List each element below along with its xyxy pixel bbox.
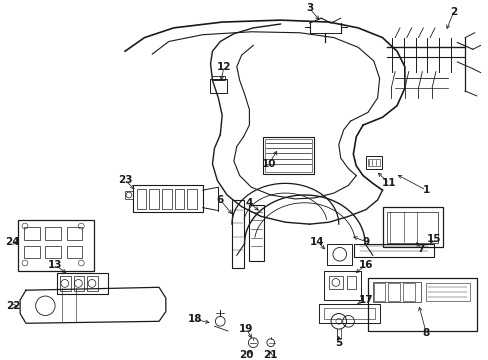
Bar bbox=[125, 191, 133, 199]
Text: 18: 18 bbox=[187, 314, 202, 324]
Text: 20: 20 bbox=[239, 350, 253, 360]
Text: 15: 15 bbox=[426, 234, 440, 244]
Bar bbox=[18, 220, 94, 271]
Bar bbox=[402, 283, 414, 301]
Text: 24: 24 bbox=[5, 237, 20, 247]
Bar bbox=[57, 273, 107, 294]
Bar bbox=[187, 189, 197, 208]
Text: 17: 17 bbox=[358, 295, 372, 305]
Text: 12: 12 bbox=[217, 62, 231, 72]
Text: 23: 23 bbox=[118, 175, 132, 185]
Bar bbox=[354, 244, 433, 257]
Bar bbox=[174, 189, 184, 208]
Bar bbox=[372, 283, 421, 302]
Text: 11: 11 bbox=[381, 178, 396, 188]
Bar bbox=[264, 139, 311, 172]
Bar bbox=[346, 276, 356, 289]
Text: 4: 4 bbox=[245, 198, 253, 208]
Bar bbox=[386, 212, 437, 243]
Text: 8: 8 bbox=[422, 328, 429, 338]
Bar bbox=[319, 304, 379, 323]
Text: 16: 16 bbox=[358, 260, 372, 270]
Text: 9: 9 bbox=[362, 237, 369, 247]
Bar bbox=[45, 227, 61, 240]
Bar bbox=[426, 283, 469, 301]
Text: 6: 6 bbox=[216, 195, 224, 205]
Bar bbox=[231, 200, 243, 268]
Text: 19: 19 bbox=[239, 324, 253, 334]
Bar bbox=[365, 156, 381, 169]
Text: 13: 13 bbox=[48, 260, 62, 270]
Bar bbox=[24, 227, 40, 240]
Bar bbox=[387, 283, 399, 301]
Bar bbox=[324, 308, 374, 319]
Bar bbox=[211, 76, 224, 80]
Text: 14: 14 bbox=[309, 237, 324, 247]
Bar bbox=[367, 278, 476, 331]
Text: 10: 10 bbox=[261, 159, 276, 169]
Bar bbox=[73, 276, 84, 291]
Bar bbox=[373, 283, 385, 301]
Bar bbox=[367, 159, 379, 166]
Bar bbox=[133, 185, 203, 212]
Bar bbox=[162, 189, 171, 208]
Bar bbox=[249, 205, 264, 261]
Bar bbox=[24, 246, 40, 258]
Bar bbox=[324, 271, 361, 300]
Bar bbox=[60, 276, 70, 291]
Text: 22: 22 bbox=[6, 301, 20, 311]
Bar bbox=[149, 189, 159, 208]
Text: 5: 5 bbox=[334, 338, 342, 348]
Text: 7: 7 bbox=[417, 244, 424, 255]
Bar bbox=[328, 276, 342, 289]
Text: 2: 2 bbox=[449, 7, 456, 17]
Text: 1: 1 bbox=[422, 185, 429, 195]
Bar bbox=[137, 189, 146, 208]
Bar bbox=[326, 244, 352, 265]
Bar bbox=[45, 246, 61, 258]
Bar bbox=[209, 80, 226, 93]
Bar bbox=[382, 207, 442, 247]
Bar bbox=[263, 137, 313, 174]
Bar bbox=[67, 227, 82, 240]
Bar bbox=[67, 246, 82, 258]
Text: 21: 21 bbox=[263, 350, 278, 360]
Bar bbox=[87, 276, 98, 291]
Text: 3: 3 bbox=[305, 4, 313, 13]
